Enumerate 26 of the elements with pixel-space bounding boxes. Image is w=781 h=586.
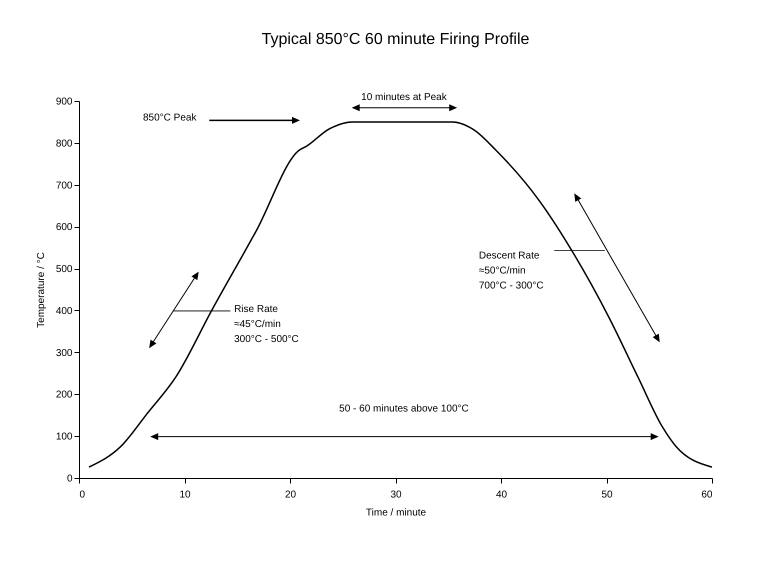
x-tick-label: 30	[390, 490, 402, 500]
y-tick-label: 600	[56, 222, 73, 234]
annotation: Descent Rate ≈50°C/min 700°C - 300°C	[478, 250, 544, 292]
x-tick-label: 50	[601, 490, 613, 500]
y-tick-label: 400	[56, 306, 73, 317]
x-tick-label: 0	[80, 490, 86, 500]
y-tick-label: 0	[66, 474, 73, 484]
y-axis-title: Temperature / °C	[36, 252, 47, 328]
chart-title: Typical 850°C 60 minute Firing Profile	[262, 30, 530, 48]
x-tick-label: 20	[284, 490, 296, 500]
line-series	[88, 121, 713, 468]
y-tick-label: 900	[56, 96, 73, 108]
annotation: 50 - 60 minutes above 100°C	[339, 403, 469, 414]
y-tick-label: 200	[56, 390, 73, 401]
x-tick-label: 40	[496, 490, 508, 500]
y-tick-label: 300	[56, 348, 73, 359]
x-tick-label: 60	[701, 490, 713, 500]
x-tick-label: 10	[179, 490, 191, 500]
y-tick-label: 100	[56, 432, 73, 443]
y-tick-label: 800	[56, 138, 73, 150]
annotation: 850°C Peak	[142, 112, 198, 124]
y-tick-label: 700	[56, 180, 73, 192]
annotation: Rise Rate ≈45°C/min 300°C - 500°C	[234, 304, 299, 346]
x-axis-title: Time / minute	[366, 508, 427, 518]
y-tick-label: 500	[56, 264, 73, 276]
annotation: 10 minutes at Peak	[361, 92, 448, 103]
